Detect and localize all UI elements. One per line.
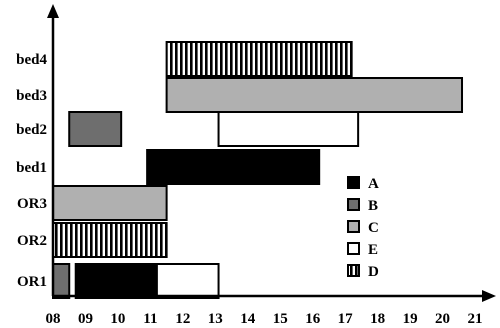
bar-bed1-a-5 (146, 149, 321, 185)
bar-bed3-c-8 (165, 77, 464, 113)
x-tick-13: 13 (208, 311, 223, 327)
axes-layer (47, 4, 496, 302)
x-tick-20: 20 (435, 311, 450, 327)
x-tick-19: 19 (403, 311, 418, 327)
row-label-bed2: bed2 (16, 122, 47, 138)
legend-label-b: B (368, 198, 378, 214)
legend-label-a: A (368, 176, 379, 192)
row-label-or1: OR1 (17, 274, 47, 290)
row-label-bed4: bed4 (16, 52, 47, 68)
x-tick-21: 21 (468, 311, 483, 327)
legend-label-c: C (368, 220, 379, 236)
x-tick-12: 12 (175, 311, 190, 327)
bar-or1-b-0 (52, 263, 71, 299)
x-tick-17: 17 (338, 311, 354, 327)
row-label-bed1: bed1 (16, 160, 47, 176)
row-label-bed3: bed3 (16, 88, 47, 104)
x-tick-15: 15 (273, 311, 288, 327)
bar-bed2-e-7 (217, 111, 360, 147)
legend-swatch-b (347, 198, 360, 211)
legend-swatch-e (347, 242, 360, 255)
x-tick-11: 11 (143, 311, 157, 327)
x-tick-18: 18 (370, 311, 385, 327)
x-tick-08: 08 (46, 311, 61, 327)
y-axis-arrow (47, 4, 59, 18)
x-tick-16: 16 (305, 311, 321, 327)
x-tick-10: 10 (110, 311, 125, 327)
bars-layer (52, 41, 464, 299)
legend-label-d: D (368, 264, 379, 280)
bar-or1-e-2 (155, 263, 220, 299)
legend-swatch-a (347, 176, 360, 189)
legend-label-e: E (368, 242, 378, 258)
legend-swatch-d (347, 264, 360, 277)
bar-or3-c-4 (52, 185, 168, 221)
x-tick-labels: 08 09 10 11 12 13 14 15 16 17 18 19 20 21 (46, 311, 483, 327)
bar-bed2-b-6 (68, 111, 123, 147)
x-tick-09: 09 (78, 311, 93, 327)
bar-bed4-d-9 (165, 41, 353, 77)
x-axis-arrow (482, 290, 496, 302)
row-label-or2: OR2 (17, 233, 47, 249)
legend-swatch-c (347, 220, 360, 233)
row-labels: OR1 OR2 OR3 bed1 bed2 bed3 bed4 (16, 52, 47, 290)
x-tick-14: 14 (240, 311, 256, 327)
bar-or2-d-3 (52, 222, 168, 258)
bar-or1-a-1 (74, 263, 158, 299)
row-label-or3: OR3 (17, 196, 47, 212)
